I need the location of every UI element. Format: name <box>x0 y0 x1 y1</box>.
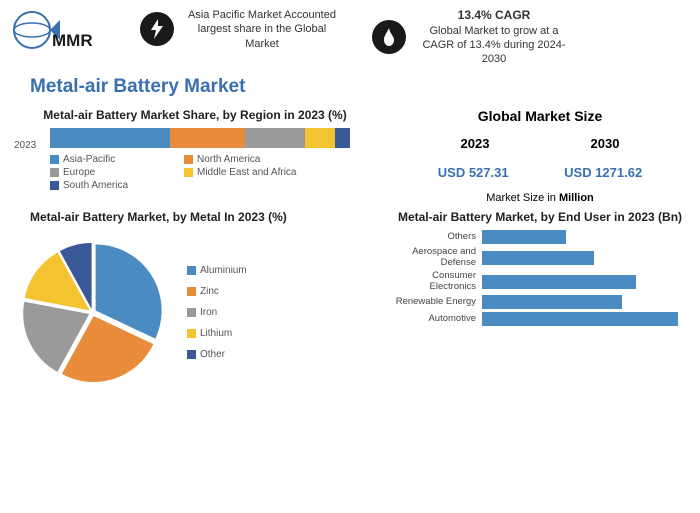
cagr-text: Global Market to grow at a CAGR of 13.4%… <box>414 24 574 67</box>
legend-label: North America <box>197 154 260 165</box>
pie-legend: Aluminium Zinc Iron Lithium Other <box>187 265 247 360</box>
pie <box>10 230 175 395</box>
gms-values: USD 527.31 USD 1271.62 <box>410 165 670 180</box>
logo: MMR <box>10 8 110 58</box>
hb-chart: Others Aerospace and Defense Consumer Elec… <box>390 230 690 326</box>
callout-cagr: 13.4% CAGR Global Market to grow at a CA… <box>372 8 574 66</box>
enduser-chart-title: Metal-air Battery Market, by End User in… <box>390 210 690 224</box>
header: MMR Asia Pacific Market Accounted larges… <box>0 0 700 70</box>
hb-bar <box>482 230 566 244</box>
hb-label: Others <box>390 232 482 242</box>
stacked-seg <box>305 128 335 148</box>
bolt-icon <box>140 12 174 46</box>
hb-label: Automotive <box>390 314 482 324</box>
hb-row: Renewable Energy <box>390 295 690 309</box>
legend-item: Aluminium <box>187 265 247 276</box>
legend-swatch <box>187 350 196 359</box>
legend-swatch <box>187 287 196 296</box>
hb-label: Aerospace and Defense <box>390 247 482 268</box>
cagr-title: 13.4% CAGR <box>414 8 574 24</box>
hb-bar <box>482 275 636 289</box>
gms-val-1: USD 527.31 <box>438 165 509 180</box>
hb-bar <box>482 251 594 265</box>
pie-wrap: Aluminium Zinc Iron Lithium Other <box>10 230 380 395</box>
hb-label: Renewable Energy <box>390 297 482 307</box>
gms-years: 2023 2030 <box>410 136 670 151</box>
market-title: Metal-air Battery Market <box>30 76 700 98</box>
gms-year-1: 2023 <box>461 136 490 151</box>
legend-item: Zinc <box>187 286 247 297</box>
legend-label: Europe <box>63 167 95 178</box>
hb-bar <box>482 312 678 326</box>
hb-label: Consumer Electronics <box>390 271 482 292</box>
legend-label: Aluminium <box>200 265 247 276</box>
legend-swatch <box>50 155 59 164</box>
flame-icon <box>372 20 406 54</box>
legend-label: Zinc <box>200 286 219 297</box>
hb-row: Aerospace and Defense <box>390 247 690 268</box>
legend-item: Other <box>187 349 247 360</box>
metal-chart: Metal-air Battery Market, by Metal In 20… <box>10 210 380 395</box>
legend-label: Other <box>200 349 225 360</box>
global-market-size: Global Market Size 2023 2030 USD 527.31 … <box>390 108 690 204</box>
legend-label: Iron <box>200 307 217 318</box>
legend-swatch <box>187 329 196 338</box>
legend-item: Middle East and Africa <box>184 167 304 178</box>
stacked-seg <box>50 128 170 148</box>
stacked-seg <box>335 128 350 148</box>
legend-label: Middle East and Africa <box>197 167 297 178</box>
legend-item: Europe <box>50 167 170 178</box>
callout-asia-pacific: Asia Pacific Market Accounted largest sh… <box>140 8 342 51</box>
region-year-label: 2023 <box>14 140 36 151</box>
hb-row: Consumer Electronics <box>390 271 690 292</box>
stacked-bar <box>50 128 350 148</box>
gms-val-2: USD 1271.62 <box>564 165 642 180</box>
stacked-seg <box>245 128 305 148</box>
legend-item: Asia-Pacific <box>50 154 170 165</box>
gms-subtitle: Market Size in Million <box>390 192 690 204</box>
legend-swatch <box>187 266 196 275</box>
gms-title: Global Market Size <box>390 108 690 124</box>
region-chart-title: Metal-air Battery Market Share, by Regio… <box>10 108 380 122</box>
hb-row: Others <box>390 230 690 244</box>
hb-bar <box>482 295 622 309</box>
legend-label: Asia-Pacific <box>63 154 115 165</box>
legend-item: Iron <box>187 307 247 318</box>
legend-swatch <box>187 308 196 317</box>
legend-item: Lithium <box>187 328 247 339</box>
metal-chart-title: Metal-air Battery Market, by Metal In 20… <box>10 210 380 224</box>
region-legend: Asia-Pacific North America Europe Middle Ea… <box>50 154 360 191</box>
legend-swatch <box>184 168 193 177</box>
callout-text-1: Asia Pacific Market Accounted largest sh… <box>182 8 342 51</box>
grid: Metal-air Battery Market Share, by Regio… <box>0 108 700 395</box>
legend-swatch <box>50 168 59 177</box>
legend-swatch <box>184 155 193 164</box>
gms-year-2: 2030 <box>591 136 620 151</box>
legend-item: North America <box>184 154 304 165</box>
enduser-chart: Metal-air Battery Market, by End User in… <box>390 210 690 395</box>
callout-text-2: 13.4% CAGR Global Market to grow at a CA… <box>414 8 574 66</box>
legend-label: Lithium <box>200 328 232 339</box>
gms-sub-bold: Million <box>559 192 594 204</box>
stacked-seg <box>170 128 245 148</box>
hb-row: Automotive <box>390 312 690 326</box>
legend-item: South America <box>50 180 170 191</box>
svg-text:MMR: MMR <box>52 31 93 50</box>
gms-sub-prefix: Market Size in <box>486 192 559 204</box>
legend-swatch <box>50 181 59 190</box>
region-chart: Metal-air Battery Market Share, by Regio… <box>10 108 380 204</box>
legend-label: South America <box>63 180 128 191</box>
